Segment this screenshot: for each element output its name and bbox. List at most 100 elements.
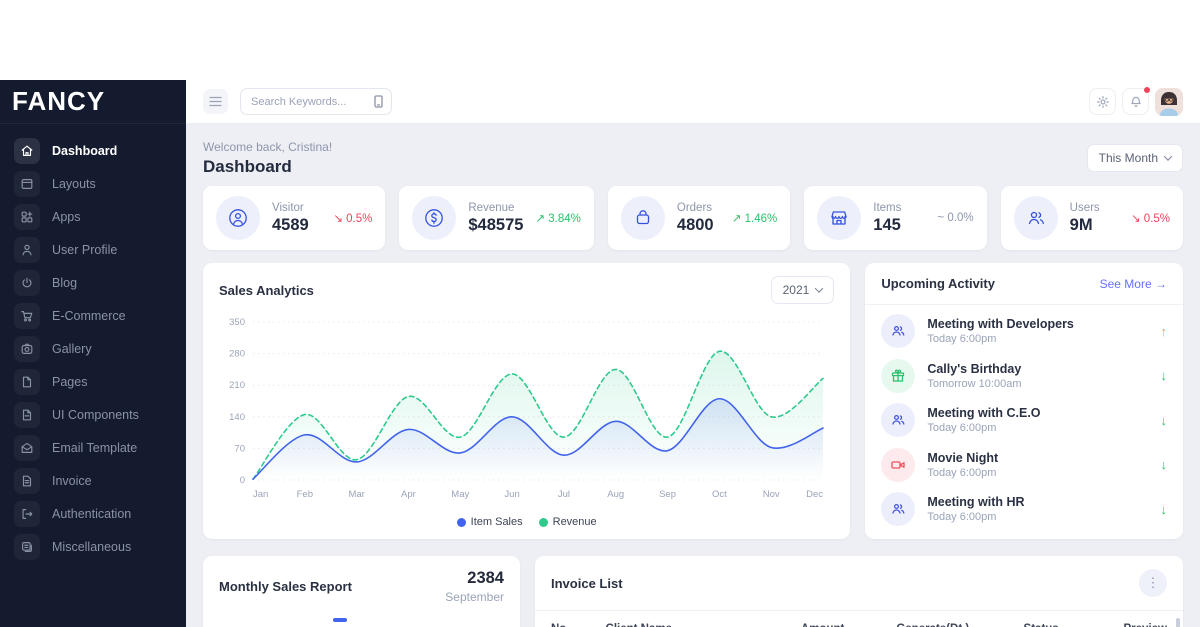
sidebar-item-apps[interactable]: Apps <box>0 200 186 233</box>
menu-toggle-button[interactable] <box>203 89 228 114</box>
legend-item-revenue[interactable]: Revenue <box>538 516 597 528</box>
sidebar-item-invoice[interactable]: Invoice <box>0 464 186 497</box>
divider <box>865 304 1183 305</box>
avatar-image <box>1155 87 1183 116</box>
visitor-user-icon <box>216 196 260 240</box>
topbar <box>186 80 1200 124</box>
user-avatar[interactable] <box>1155 87 1183 116</box>
activity-item[interactable]: Movie Night Today 6:00pm ↓ <box>881 443 1167 488</box>
activity-item[interactable]: Meeting with Developers Today 6:00pm ↑ <box>881 309 1167 354</box>
chevron-down-icon <box>1163 152 1173 161</box>
sales-analytics-title: Sales Analytics <box>219 282 314 298</box>
legend-item-sales[interactable]: Item Sales <box>456 516 523 528</box>
activity-item[interactable]: Meeting with HR Today 6:00pm ↓ <box>881 487 1167 532</box>
column-preview: Preview <box>1124 623 1167 627</box>
see-more-link[interactable]: See More → <box>1099 276 1167 291</box>
sidebar-item-blog[interactable]: Blog <box>0 266 186 299</box>
stat-change: ↘ 0.5% <box>333 213 373 225</box>
stat-card-revenue[interactable]: Revenue $48575 ↗ 3.84% <box>399 186 594 250</box>
svg-text:Dec: Dec <box>806 489 823 500</box>
file-icon <box>14 368 40 395</box>
camera-icon <box>14 335 40 362</box>
bottom-row: Monthly Sales Report 2384 September Invo… <box>203 556 1183 627</box>
sidebar-item-label: User Profile <box>52 242 118 257</box>
svg-text:Aug: Aug <box>607 489 624 500</box>
dollar-circle-icon <box>412 196 457 240</box>
charts-row: Sales Analytics 2021 0 70 140 210 280 350 Jan F… <box>203 263 1183 539</box>
cart-icon <box>14 302 40 329</box>
stat-card-orders[interactable]: Orders 4800 ↗ 1.46% <box>607 186 791 250</box>
activity-item[interactable]: Meeting with C.E.O Today 6:00pm ↓ <box>881 398 1167 443</box>
brand-logo: FANCY <box>0 80 186 124</box>
search-input[interactable] <box>240 88 392 115</box>
sidebar-item-email-template[interactable]: Email Template <box>0 431 186 464</box>
meeting-users-icon <box>881 314 916 349</box>
layers-icon <box>14 533 40 560</box>
svg-text:Jun: Jun <box>504 489 519 500</box>
main-content: Welcome back, Cristina! Dashboard This M… <box>186 124 1200 627</box>
svg-text:280: 280 <box>229 349 245 360</box>
notifications-button[interactable] <box>1122 86 1151 115</box>
sidebar-item-label: Email Template <box>52 440 138 455</box>
chart-legend: Item Sales Revenue <box>217 516 836 528</box>
svg-text:350: 350 <box>229 317 245 328</box>
column-no: No <box>551 623 606 627</box>
sidebar-item-miscellaneous[interactable]: Miscellaneous <box>0 530 186 563</box>
monthly-report-title: Monthly Sales Report <box>219 579 352 594</box>
divider <box>535 610 1183 611</box>
invoice-list-card: Invoice List ⋮ No Client Name Amount Gen… <box>535 556 1183 627</box>
arrow-down-icon: ↓ <box>1160 368 1168 384</box>
svg-text:Feb: Feb <box>297 489 313 500</box>
layout-icon <box>14 170 40 197</box>
sidebar-item-layouts[interactable]: Layouts <box>0 167 186 200</box>
sales-analytics-card: Sales Analytics 2021 0 70 140 210 280 350 Jan F… <box>203 263 851 539</box>
table-scrollbar[interactable] <box>1176 618 1180 627</box>
stat-card-visitor[interactable]: Visitor 4589 ↘ 0.5% <box>203 186 386 250</box>
svg-text:Apr: Apr <box>401 489 416 500</box>
trend-down-icon: ↘ <box>333 213 343 225</box>
svg-text:Jan: Jan <box>253 489 268 500</box>
search-box <box>240 88 392 115</box>
year-select[interactable]: 2021 <box>770 276 835 304</box>
sidebar-item-ui-components[interactable]: UI Components <box>0 398 186 431</box>
sidebar-item-gallery[interactable]: Gallery <box>0 332 186 365</box>
period-select[interactable]: This Month <box>1086 144 1183 172</box>
sidebar-item-label: Gallery <box>52 341 92 356</box>
column-status: Status <box>1024 623 1124 627</box>
gear-icon <box>1096 95 1109 108</box>
gift-icon <box>881 358 916 393</box>
stat-change: ~ 0.0% <box>937 212 974 224</box>
svg-text:Mar: Mar <box>348 489 364 500</box>
sidebar-item-label: Miscellaneous <box>52 539 132 554</box>
sidebar-item-pages[interactable]: Pages <box>0 365 186 398</box>
svg-text:Oct: Oct <box>712 489 727 500</box>
trend-up-icon: ↗ <box>731 213 742 225</box>
sidebar-item-user-profile[interactable]: User Profile <box>0 233 186 266</box>
stat-card-items[interactable]: Items 145 ~ 0.0% <box>804 186 987 250</box>
kebab-menu-button[interactable]: ⋮ <box>1139 569 1167 597</box>
activity-item[interactable]: Cally's Birthday Tomorrow 10:00am ↓ <box>881 354 1167 399</box>
invoice-list-title: Invoice List <box>551 575 623 591</box>
sidebar-item-label: Apps <box>52 209 81 224</box>
legend-dot-icon <box>456 517 466 527</box>
components-file-icon <box>14 401 40 428</box>
settings-button[interactable] <box>1089 88 1116 115</box>
stat-change: ↗ 3.84% <box>535 213 581 225</box>
arrow-down-icon: ↓ <box>1160 501 1168 517</box>
sidebar-item-dashboard[interactable]: Dashboard <box>0 134 186 167</box>
meeting-users-icon <box>881 403 916 438</box>
arrow-down-icon: ↓ <box>1160 412 1168 428</box>
stat-change: ↘ 0.5% <box>1130 213 1171 225</box>
sales-chart-svg: 0 70 140 210 280 350 Jan Feb Mar Apr May Jun Jul Aug S… <box>229 317 824 500</box>
sidebar-item-ecommerce[interactable]: E-Commerce <box>0 299 186 332</box>
svg-text:Jul: Jul <box>558 489 570 500</box>
sidebar-item-authentication[interactable]: Authentication <box>0 497 186 530</box>
monthly-report-value: 2384 <box>467 569 504 587</box>
home-icon <box>14 137 40 164</box>
stat-card-users[interactable]: Users 9M ↘ 0.5% <box>1000 186 1184 250</box>
people-icon <box>1013 196 1058 240</box>
grid-plus-icon <box>14 203 40 230</box>
arrow-up-icon: ↑ <box>1160 323 1168 339</box>
column-generate-date: Generate(Dt.) <box>896 623 1023 627</box>
